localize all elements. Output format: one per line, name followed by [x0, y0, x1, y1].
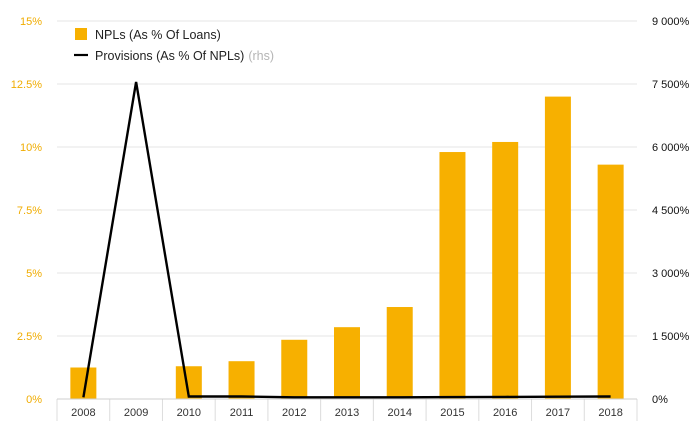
legend-label-provisions-text: Provisions (As % Of NPLs) — [95, 49, 244, 63]
y-left-tick-label: 7.5% — [17, 205, 42, 217]
y-right-tick-label: 3 000% — [652, 268, 690, 280]
legend-swatch-npls — [75, 28, 87, 40]
x-tick-label: 2017 — [546, 407, 570, 419]
x-tick-label: 2018 — [598, 407, 622, 419]
y-left-tick-label: 10% — [20, 142, 42, 154]
bar-series — [70, 96, 624, 399]
bar — [439, 152, 466, 399]
x-tick-label: 2015 — [440, 407, 464, 419]
bar — [492, 141, 519, 399]
line-series — [82, 81, 611, 399]
legend-label-provisions-suffix: (rhs) — [248, 49, 274, 63]
bar — [228, 361, 255, 399]
bar — [386, 307, 413, 399]
provisions-line — [82, 81, 611, 399]
y-left-tick-label: 15% — [20, 16, 42, 28]
x-tick-label: 2010 — [177, 407, 201, 419]
x-tick-label: 2011 — [230, 407, 254, 419]
x-tick-label: 2008 — [71, 407, 95, 419]
y-left-tick-label: 0% — [26, 394, 42, 406]
legend-label-provisions: Provisions (As % Of NPLs) (rhs) — [95, 49, 274, 63]
y-right-tick-label: 9 000% — [652, 16, 690, 28]
bar — [597, 164, 624, 399]
grid — [57, 20, 637, 337]
x-tick-label: 2012 — [282, 407, 306, 419]
y-right-tick-label: 6 000% — [652, 142, 690, 154]
y-right-tick-label: 0% — [652, 394, 668, 406]
x-tick-label: 2013 — [335, 407, 359, 419]
y-right-tick-label: 1 500% — [652, 331, 690, 343]
legend-label-npls: NPLs (As % Of Loans) — [95, 28, 221, 42]
y-right-tick-label: 7 500% — [652, 79, 690, 91]
bar — [544, 96, 571, 399]
axes: 0% 2.5% 5% 7.5% 10% 12.5% 15% 0% 1 500% 3 000% 4 5… — [11, 16, 690, 421]
x-tick-label: 2016 — [493, 407, 517, 419]
y-left-tick-label: 2.5% — [17, 331, 42, 343]
bar — [334, 327, 360, 399]
x-tick-label: 2009 — [124, 407, 148, 419]
y-left-tick-label: 5% — [26, 268, 42, 280]
x-tick-label: 2014 — [387, 407, 411, 419]
bar — [281, 339, 308, 399]
y-left-tick-label: 12.5% — [11, 79, 42, 91]
y-right-tick-label: 4 500% — [652, 205, 690, 217]
legend: NPLs (As % Of Loans) Provisions (As % Of… — [74, 28, 274, 63]
